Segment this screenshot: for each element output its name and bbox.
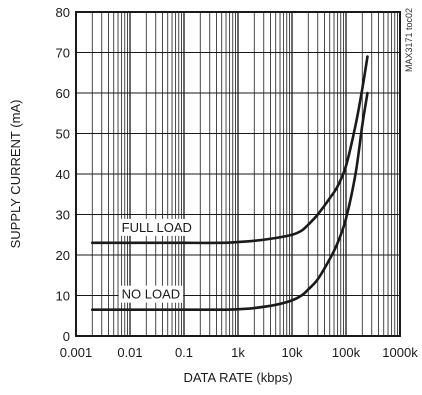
y-axis-title: SUPPLY CURRENT (mA) [8,100,23,249]
y-tick-label: 10 [56,289,70,304]
curve-labels: FULL LOAD NO LOAD [118,218,195,303]
y-tick-label: 20 [56,248,70,263]
x-tick-label: 1k [231,345,245,360]
x-tick-label: 1000k [382,345,418,360]
y-tick-label: 80 [56,5,70,20]
x-tick-label: 100k [332,345,361,360]
x-tick-label: 10k [282,345,303,360]
x-tick-labels: 0.001 0.01 0.1 1k 10k 100k 1000k [60,345,418,360]
plot-frame [75,11,401,337]
full-load-curve [90,55,369,245]
chart-side-note: MAX3171 toc02 [404,8,414,72]
x-tick-label: 0.01 [117,345,142,360]
y-tick-labels: 0 10 20 30 40 50 60 70 80 [56,5,70,344]
grid-lines [75,11,401,337]
no-load-curve [90,91,369,312]
curve-label-background [118,285,184,303]
curve-label-background [118,218,195,236]
no-load-label: NO LOAD [122,287,181,302]
y-tick-label: 40 [56,167,70,182]
y-tick-label: 70 [56,46,70,61]
x-axis-title: DATA RATE (kbps) [183,370,292,385]
x-tick-label: 0.1 [175,345,193,360]
data-curves [90,55,369,312]
y-tick-label: 50 [56,127,70,142]
y-tick-label: 0 [63,329,70,344]
full-load-label-group: FULL LOAD [118,218,195,236]
y-tick-label: 30 [56,208,70,223]
x-tick-label: 0.001 [60,345,93,360]
y-tick-label: 60 [56,86,70,101]
full-load-label: FULL LOAD [122,220,192,235]
no-load-label-group: NO LOAD [118,285,184,303]
